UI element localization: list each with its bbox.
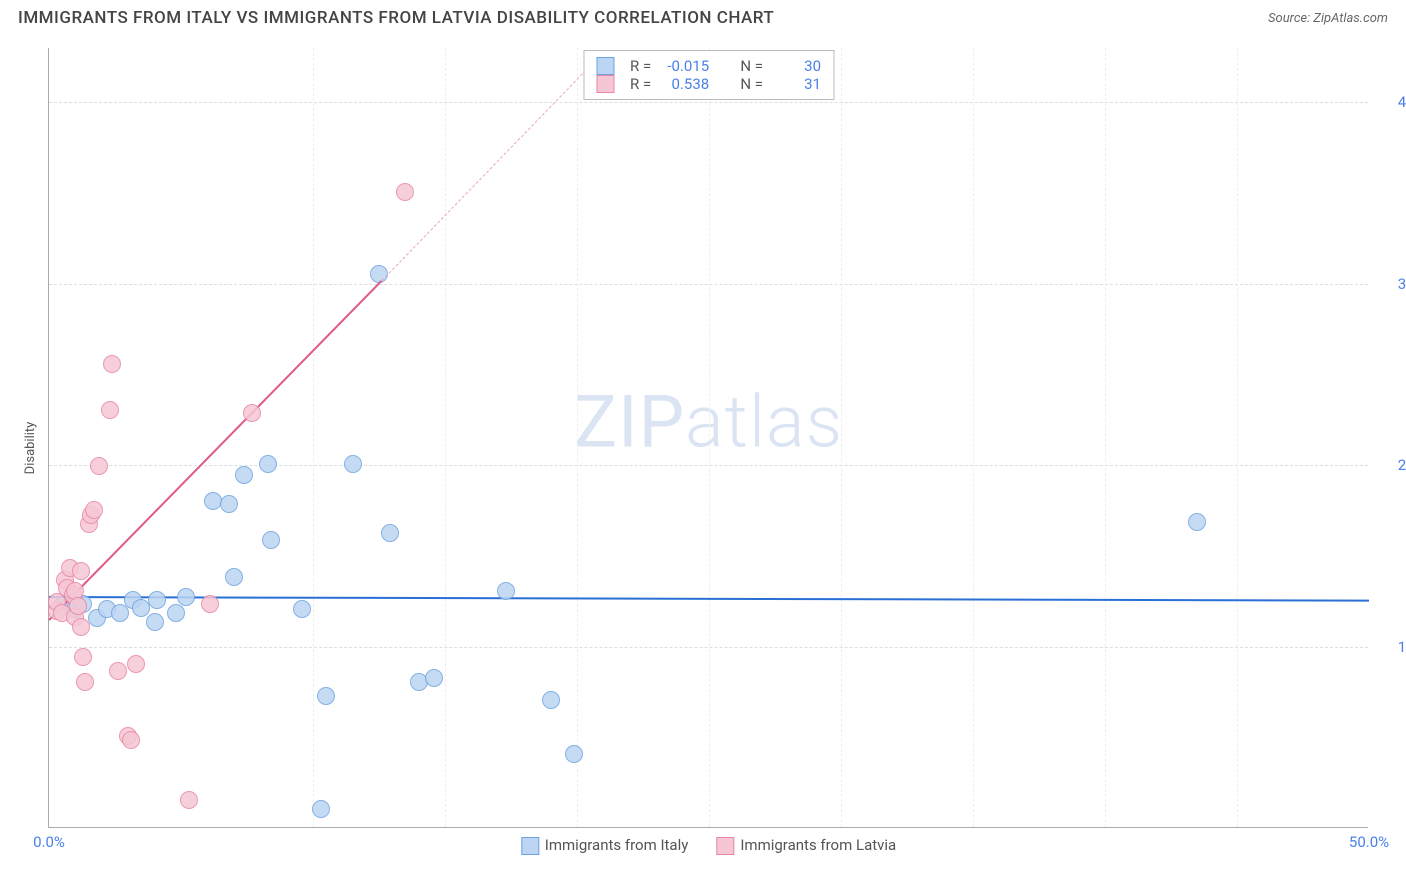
scatter-point	[180, 791, 198, 809]
legend-swatch	[596, 75, 614, 93]
x-tick-label: 0.0%	[33, 833, 65, 851]
correlation-legend-row: R = -0.015 N = 30	[596, 57, 821, 75]
scatter-point	[293, 600, 311, 618]
legend-item: Immigrants from Italy	[521, 836, 689, 855]
scatter-point	[344, 455, 362, 473]
scatter-point	[425, 669, 443, 687]
scatter-point	[497, 582, 515, 600]
scatter-point	[225, 568, 243, 586]
scatter-point	[259, 455, 277, 473]
chart-area: Disability ZIPatlas 10.0%20.0%30.0%40.0%…	[0, 28, 1406, 868]
gridline-v	[313, 48, 314, 827]
y-tick-label: 20.0%	[1378, 456, 1406, 474]
regression-line-dashed	[381, 52, 603, 281]
scatter-point	[243, 404, 261, 422]
scatter-point	[235, 466, 253, 484]
scatter-point	[69, 597, 87, 615]
scatter-point	[127, 655, 145, 673]
gridline-v	[973, 48, 974, 827]
chart-header: IMMIGRANTS FROM ITALY VS IMMIGRANTS FROM…	[0, 0, 1406, 28]
scatter-point	[90, 457, 108, 475]
r-value: -0.015	[661, 57, 709, 75]
gridline-v	[577, 48, 578, 827]
legend-swatch	[521, 837, 539, 855]
scatter-point	[74, 648, 92, 666]
n-value: 31	[773, 75, 821, 93]
legend-swatch	[716, 837, 734, 855]
legend-label: Immigrants from Italy	[545, 836, 689, 854]
gridline-v	[445, 48, 446, 827]
legend-label: Immigrants from Latvia	[740, 836, 896, 854]
gridline-v	[709, 48, 710, 827]
plot-region: ZIPatlas 10.0%20.0%30.0%40.0%0.0%50.0%Im…	[48, 48, 1368, 828]
scatter-point	[76, 673, 94, 691]
y-tick-label: 40.0%	[1378, 93, 1406, 111]
watermark-zip: ZIP	[574, 379, 685, 464]
scatter-point	[72, 618, 90, 636]
scatter-point	[109, 662, 127, 680]
scatter-point	[177, 588, 195, 606]
legend-swatch	[596, 57, 614, 75]
scatter-point	[146, 613, 164, 631]
scatter-point	[167, 604, 185, 622]
r-value: 0.538	[661, 75, 709, 93]
scatter-point	[201, 595, 219, 613]
correlation-legend-row: R = 0.538 N = 31	[596, 75, 821, 93]
scatter-point	[381, 524, 399, 542]
n-label: N =	[740, 75, 763, 93]
gridline-v	[1105, 48, 1106, 827]
chart-title: IMMIGRANTS FROM ITALY VS IMMIGRANTS FROM…	[18, 8, 774, 28]
legend-bottom: Immigrants from Italy Immigrants from Lat…	[521, 836, 896, 855]
scatter-point	[565, 745, 583, 763]
r-label: R =	[630, 57, 651, 75]
scatter-point	[396, 183, 414, 201]
regression-line	[48, 280, 382, 621]
scatter-point	[312, 800, 330, 818]
r-label: R =	[630, 75, 651, 93]
scatter-point	[72, 562, 90, 580]
scatter-point	[103, 355, 121, 373]
n-value: 30	[773, 57, 821, 75]
scatter-point	[317, 687, 335, 705]
scatter-point	[1188, 513, 1206, 531]
scatter-point	[101, 401, 119, 419]
legend-item: Immigrants from Latvia	[716, 836, 896, 855]
x-tick-label: 50.0%	[1349, 833, 1389, 851]
scatter-point	[148, 591, 166, 609]
gridline-v	[841, 48, 842, 827]
scatter-point	[542, 691, 560, 709]
chart-source: Source: ZipAtlas.com	[1268, 11, 1388, 26]
scatter-point	[85, 501, 103, 519]
correlation-legend-box: R = -0.015 N = 30 R = 0.538 N = 31	[583, 50, 834, 100]
y-tick-label: 10.0%	[1378, 638, 1406, 656]
scatter-point	[262, 531, 280, 549]
y-axis-label: Disability	[23, 422, 38, 475]
n-label: N =	[740, 57, 763, 75]
scatter-point	[220, 495, 238, 513]
gridline-v	[1237, 48, 1238, 827]
scatter-point	[122, 731, 140, 749]
y-tick-label: 30.0%	[1378, 275, 1406, 293]
